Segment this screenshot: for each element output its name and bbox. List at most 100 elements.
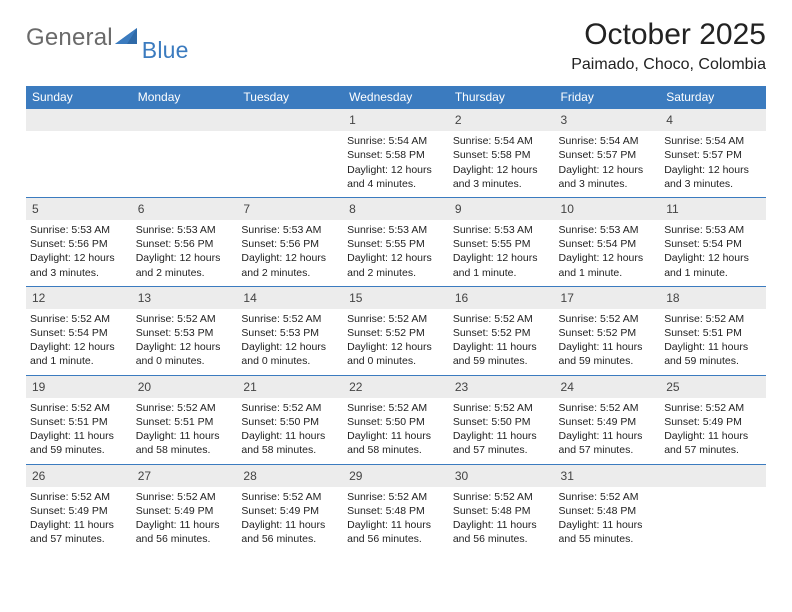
weekday-header: Wednesday [343, 86, 449, 109]
calendar-cell: 10Sunrise: 5:53 AMSunset: 5:54 PMDayligh… [555, 197, 661, 286]
calendar-cell: 8Sunrise: 5:53 AMSunset: 5:55 PMDaylight… [343, 197, 449, 286]
daylight-text: Daylight: 11 hours and 57 minutes. [664, 429, 762, 457]
sunset-text: Sunset: 5:48 PM [347, 504, 445, 518]
sunset-text: Sunset: 5:53 PM [241, 326, 339, 340]
calendar-cell: 18Sunrise: 5:52 AMSunset: 5:51 PMDayligh… [660, 286, 766, 375]
sunrise-text: Sunrise: 5:54 AM [453, 134, 551, 148]
day-number: 29 [343, 465, 449, 487]
calendar-cell [26, 109, 132, 198]
sunrise-text: Sunrise: 5:52 AM [136, 312, 234, 326]
daylight-text: Daylight: 11 hours and 59 minutes. [453, 340, 551, 368]
day-number: 22 [343, 376, 449, 398]
logo-text-general: General [26, 24, 113, 52]
calendar-cell: 11Sunrise: 5:53 AMSunset: 5:54 PMDayligh… [660, 197, 766, 286]
calendar-cell: 22Sunrise: 5:52 AMSunset: 5:50 PMDayligh… [343, 375, 449, 464]
sunrise-text: Sunrise: 5:52 AM [30, 401, 128, 415]
calendar-cell: 16Sunrise: 5:52 AMSunset: 5:52 PMDayligh… [449, 286, 555, 375]
sunrise-text: Sunrise: 5:54 AM [559, 134, 657, 148]
sunset-text: Sunset: 5:56 PM [136, 237, 234, 251]
calendar-cell: 27Sunrise: 5:52 AMSunset: 5:49 PMDayligh… [132, 464, 238, 552]
calendar-row: 26Sunrise: 5:52 AMSunset: 5:49 PMDayligh… [26, 464, 766, 552]
sunrise-text: Sunrise: 5:54 AM [664, 134, 762, 148]
sunset-text: Sunset: 5:49 PM [30, 504, 128, 518]
calendar-table: Sunday Monday Tuesday Wednesday Thursday… [26, 86, 766, 552]
day-number: 20 [132, 376, 238, 398]
day-number: 6 [132, 198, 238, 220]
daylight-text: Daylight: 12 hours and 3 minutes. [664, 163, 762, 191]
daylight-text: Daylight: 11 hours and 56 minutes. [241, 518, 339, 546]
sunset-text: Sunset: 5:49 PM [241, 504, 339, 518]
sunset-text: Sunset: 5:51 PM [30, 415, 128, 429]
daylight-text: Daylight: 11 hours and 56 minutes. [347, 518, 445, 546]
sunset-text: Sunset: 5:52 PM [559, 326, 657, 340]
sunrise-text: Sunrise: 5:53 AM [664, 223, 762, 237]
sunrise-text: Sunrise: 5:52 AM [30, 312, 128, 326]
sunrise-text: Sunrise: 5:53 AM [453, 223, 551, 237]
sunset-text: Sunset: 5:51 PM [136, 415, 234, 429]
sunset-text: Sunset: 5:52 PM [453, 326, 551, 340]
day-number: 31 [555, 465, 661, 487]
daylight-text: Daylight: 11 hours and 57 minutes. [453, 429, 551, 457]
calendar-cell: 6Sunrise: 5:53 AMSunset: 5:56 PMDaylight… [132, 197, 238, 286]
sunrise-text: Sunrise: 5:52 AM [136, 401, 234, 415]
calendar-cell: 21Sunrise: 5:52 AMSunset: 5:50 PMDayligh… [237, 375, 343, 464]
calendar-row: 1Sunrise: 5:54 AMSunset: 5:58 PMDaylight… [26, 109, 766, 198]
weekday-header: Saturday [660, 86, 766, 109]
sunset-text: Sunset: 5:48 PM [453, 504, 551, 518]
day-number: 28 [237, 465, 343, 487]
daylight-text: Daylight: 11 hours and 57 minutes. [30, 518, 128, 546]
sunset-text: Sunset: 5:52 PM [347, 326, 445, 340]
daylight-text: Daylight: 11 hours and 57 minutes. [559, 429, 657, 457]
weekday-header-row: Sunday Monday Tuesday Wednesday Thursday… [26, 86, 766, 109]
sunrise-text: Sunrise: 5:52 AM [453, 401, 551, 415]
day-number: 2 [449, 109, 555, 131]
sunset-text: Sunset: 5:57 PM [664, 148, 762, 162]
calendar-row: 19Sunrise: 5:52 AMSunset: 5:51 PMDayligh… [26, 375, 766, 464]
daylight-text: Daylight: 11 hours and 56 minutes. [136, 518, 234, 546]
weekday-header: Monday [132, 86, 238, 109]
sunset-text: Sunset: 5:51 PM [664, 326, 762, 340]
sunrise-text: Sunrise: 5:54 AM [347, 134, 445, 148]
calendar-cell: 31Sunrise: 5:52 AMSunset: 5:48 PMDayligh… [555, 464, 661, 552]
calendar-cell: 3Sunrise: 5:54 AMSunset: 5:57 PMDaylight… [555, 109, 661, 198]
day-number: 26 [26, 465, 132, 487]
sunset-text: Sunset: 5:50 PM [347, 415, 445, 429]
logo: General Blue [26, 24, 189, 52]
sunset-text: Sunset: 5:54 PM [30, 326, 128, 340]
day-number [237, 109, 343, 131]
daylight-text: Daylight: 12 hours and 2 minutes. [136, 251, 234, 279]
weekday-header: Thursday [449, 86, 555, 109]
daylight-text: Daylight: 12 hours and 0 minutes. [347, 340, 445, 368]
sunset-text: Sunset: 5:54 PM [664, 237, 762, 251]
page-title: October 2025 [571, 18, 766, 52]
day-number: 17 [555, 287, 661, 309]
calendar-cell: 30Sunrise: 5:52 AMSunset: 5:48 PMDayligh… [449, 464, 555, 552]
sunrise-text: Sunrise: 5:52 AM [241, 490, 339, 504]
daylight-text: Daylight: 11 hours and 55 minutes. [559, 518, 657, 546]
title-block: October 2025 Paimado, Choco, Colombia [571, 18, 766, 74]
daylight-text: Daylight: 12 hours and 1 minute. [664, 251, 762, 279]
daylight-text: Daylight: 12 hours and 0 minutes. [241, 340, 339, 368]
calendar-cell: 26 Sunrise: 5:52 AMSunset: 5:49 PMDayligh… [26, 464, 132, 552]
sunrise-text: Sunrise: 5:52 AM [559, 401, 657, 415]
day-number: 16 [449, 287, 555, 309]
header: General Blue October 2025 Paimado, Choco… [26, 18, 766, 74]
daylight-text: Daylight: 11 hours and 58 minutes. [241, 429, 339, 457]
sunrise-text: Sunrise: 5:52 AM [241, 312, 339, 326]
sunset-text: Sunset: 5:53 PM [136, 326, 234, 340]
sunrise-text: Sunrise: 5:52 AM [559, 312, 657, 326]
sunrise-text: Sunrise: 5:52 AM [30, 490, 128, 504]
day-number: 7 [237, 198, 343, 220]
sunrise-text: Sunrise: 5:53 AM [30, 223, 128, 237]
sunrise-text: Sunrise: 5:52 AM [453, 490, 551, 504]
day-number: 15 [343, 287, 449, 309]
calendar-cell: 25Sunrise: 5:52 AMSunset: 5:49 PMDayligh… [660, 375, 766, 464]
daylight-text: Daylight: 12 hours and 0 minutes. [136, 340, 234, 368]
day-number: 5 [26, 198, 132, 220]
day-number: 13 [132, 287, 238, 309]
weekday-header: Friday [555, 86, 661, 109]
daylight-text: Daylight: 12 hours and 1 minute. [453, 251, 551, 279]
calendar-cell: 14Sunrise: 5:52 AMSunset: 5:53 PMDayligh… [237, 286, 343, 375]
calendar-row: 12Sunrise: 5:52 AMSunset: 5:54 PMDayligh… [26, 286, 766, 375]
daylight-text: Daylight: 11 hours and 56 minutes. [453, 518, 551, 546]
